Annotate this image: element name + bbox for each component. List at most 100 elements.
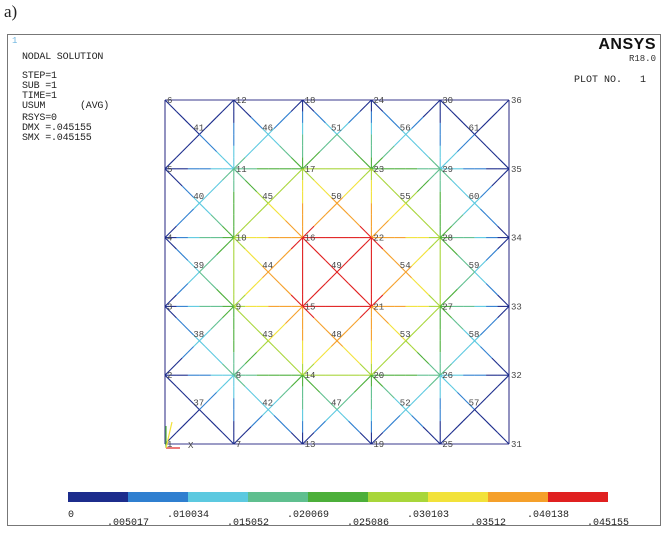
mesh-diagonal xyxy=(348,283,355,290)
mesh-diagonal xyxy=(233,306,240,313)
legend-color-band xyxy=(68,492,128,502)
mesh-diagonal xyxy=(227,168,235,175)
mesh-diagonal xyxy=(187,260,195,267)
mesh-diagonal xyxy=(244,317,252,324)
mesh-diagonal xyxy=(199,128,206,135)
mesh-diagonal xyxy=(434,168,441,175)
mesh-diagonal xyxy=(376,432,384,439)
mesh-diagonal xyxy=(479,414,487,422)
version-label: R18.0 xyxy=(628,54,656,64)
mesh-diagonal xyxy=(474,334,481,342)
mesh-diagonal xyxy=(262,334,269,342)
mesh-diagonal xyxy=(411,122,418,130)
mesh-diagonal xyxy=(262,403,269,410)
mesh-diagonal xyxy=(376,363,384,370)
mesh-diagonal xyxy=(193,340,200,347)
mesh-diagonal xyxy=(457,116,464,124)
mesh-diagonal xyxy=(445,174,453,181)
mesh-diagonal xyxy=(445,225,453,233)
mesh-diagonal xyxy=(187,139,195,147)
mesh-diagonal xyxy=(439,162,447,170)
mesh-diagonal xyxy=(376,225,384,233)
mesh-diagonal xyxy=(405,334,412,342)
mesh-diagonal xyxy=(227,437,235,445)
dmx-info: DMX =.045155 xyxy=(22,123,92,134)
node-label: 58 xyxy=(469,330,480,340)
mesh-diagonal xyxy=(325,397,332,405)
mesh-diagonal xyxy=(181,214,189,221)
mesh-diagonal xyxy=(382,357,389,365)
mesh-diagonal xyxy=(233,162,240,170)
mesh-diagonal xyxy=(445,242,453,250)
mesh-diagonal xyxy=(199,334,206,342)
node-label: 54 xyxy=(400,261,411,271)
mesh-diagonal xyxy=(393,328,401,336)
mesh-diagonal xyxy=(388,116,395,124)
mesh-diagonal xyxy=(176,220,183,227)
mesh-diagonal xyxy=(307,432,315,439)
mesh-diagonal xyxy=(319,392,326,399)
mesh-diagonal xyxy=(457,323,464,330)
mesh-diagonal xyxy=(353,386,361,393)
mesh-diagonal xyxy=(388,351,395,359)
mesh-diagonal xyxy=(170,242,177,250)
mesh-diagonal xyxy=(353,357,361,365)
mesh-diagonal xyxy=(181,351,189,359)
legend-tick-label: .025086 xyxy=(347,518,389,529)
mesh-diagonal xyxy=(285,386,292,393)
mesh-diagonal xyxy=(474,271,481,279)
mesh-diagonal xyxy=(497,432,504,439)
mesh-diagonal xyxy=(416,145,424,152)
mesh-diagonal xyxy=(221,380,229,388)
mesh-diagonal xyxy=(411,277,418,284)
mesh-diagonal xyxy=(336,403,344,410)
mesh-diagonal xyxy=(399,334,407,342)
mesh-diagonal xyxy=(348,420,355,428)
mesh-diagonal xyxy=(393,277,401,284)
mesh-diagonal xyxy=(204,277,212,284)
mesh-diagonal xyxy=(428,294,435,302)
mesh-diagonal xyxy=(434,300,441,307)
mesh-diagonal xyxy=(176,179,183,187)
mesh-diagonal xyxy=(216,179,223,187)
mesh-diagonal xyxy=(181,323,189,330)
mesh-diagonal xyxy=(221,225,229,233)
mesh-diagonal xyxy=(485,420,493,428)
mesh-diagonal xyxy=(405,128,412,135)
mesh-diagonal xyxy=(273,277,281,284)
node-label: 41 xyxy=(193,123,204,133)
mesh-diagonal xyxy=(256,139,263,147)
mesh-diagonal xyxy=(353,220,361,227)
mesh-diagonal xyxy=(244,357,252,365)
mesh-diagonal xyxy=(474,197,481,204)
mesh-diagonal xyxy=(451,317,458,324)
triad-y-label-mark xyxy=(165,421,173,449)
triad-x-label: X xyxy=(188,441,194,451)
mesh-diagonal xyxy=(474,340,481,347)
mesh-diagonal xyxy=(468,409,475,416)
mesh-diagonal xyxy=(462,260,470,267)
mesh-diagonal xyxy=(382,248,389,256)
mesh-diagonal xyxy=(227,306,235,313)
mesh-diagonal xyxy=(296,162,303,170)
node-label: 42 xyxy=(262,399,273,409)
mesh-diagonal xyxy=(502,437,510,445)
mesh-diagonal xyxy=(267,334,275,342)
mesh-diagonal xyxy=(428,156,435,164)
mesh-diagonal xyxy=(468,340,475,347)
node-label: 45 xyxy=(262,192,273,202)
mesh-diagonal xyxy=(457,214,464,221)
mesh-diagonal xyxy=(457,145,464,152)
legend-tick-label: 0 xyxy=(68,510,74,521)
mesh-diagonal xyxy=(233,437,240,445)
mesh-diagonal xyxy=(457,254,464,261)
mesh-diagonal xyxy=(457,420,464,428)
mesh-diagonal xyxy=(256,122,263,130)
mesh-diagonal xyxy=(313,426,321,433)
mesh-diagonal xyxy=(348,351,355,359)
mesh-diagonal xyxy=(302,369,309,376)
mesh-diagonal xyxy=(411,414,418,422)
mesh-diagonal xyxy=(376,242,384,250)
mesh-diagonal xyxy=(405,409,412,416)
mesh-diagonal xyxy=(319,323,326,330)
